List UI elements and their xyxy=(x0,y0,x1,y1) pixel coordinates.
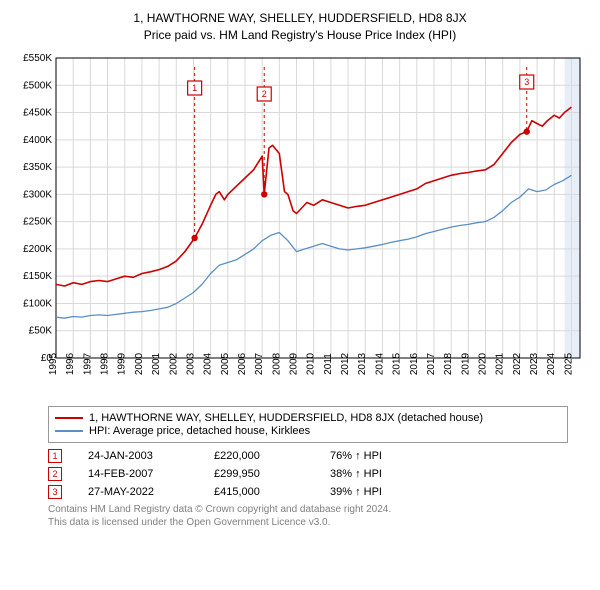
svg-text:2012: 2012 xyxy=(340,352,351,375)
chart: £0£50K£100K£150K£200K£250K£300K£350K£400… xyxy=(12,50,588,400)
svg-text:2014: 2014 xyxy=(374,352,385,375)
event-price: £299,950 xyxy=(214,468,304,480)
event-price: £415,000 xyxy=(214,486,304,498)
svg-text:2017: 2017 xyxy=(426,352,437,375)
title-block: 1, HAWTHORNE WAY, SHELLEY, HUDDERSFIELD,… xyxy=(12,10,588,44)
svg-text:2: 2 xyxy=(262,88,267,98)
svg-text:1997: 1997 xyxy=(82,352,93,375)
svg-text:£350K: £350K xyxy=(23,162,52,173)
svg-text:2018: 2018 xyxy=(443,352,454,375)
svg-text:2010: 2010 xyxy=(306,352,317,375)
legend: 1, HAWTHORNE WAY, SHELLEY, HUDDERSFIELD,… xyxy=(48,406,568,443)
title-subtitle: Price paid vs. HM Land Registry's House … xyxy=(12,27,588,44)
footer-line-2: This data is licensed under the Open Gov… xyxy=(48,516,588,530)
svg-text:£400K: £400K xyxy=(23,134,52,145)
svg-text:2005: 2005 xyxy=(220,352,231,375)
event-date: 14-FEB-2007 xyxy=(88,468,188,480)
svg-text:2006: 2006 xyxy=(237,352,248,375)
chart-container: 1, HAWTHORNE WAY, SHELLEY, HUDDERSFIELD,… xyxy=(0,0,600,538)
svg-text:£550K: £550K xyxy=(23,53,52,64)
svg-text:1999: 1999 xyxy=(117,352,128,375)
svg-text:2001: 2001 xyxy=(151,352,162,375)
svg-text:£100K: £100K xyxy=(23,298,52,309)
svg-text:2002: 2002 xyxy=(168,352,179,375)
svg-text:£500K: £500K xyxy=(23,80,52,91)
event-date: 24-JAN-2003 xyxy=(88,450,188,462)
event-row: 1 24-JAN-2003 £220,000 76% ↑ HPI xyxy=(48,449,588,463)
legend-label: HPI: Average price, detached house, Kirk… xyxy=(89,425,310,437)
svg-text:2004: 2004 xyxy=(203,352,214,375)
svg-text:2011: 2011 xyxy=(323,352,334,374)
svg-text:1: 1 xyxy=(192,82,197,92)
svg-text:2015: 2015 xyxy=(392,352,403,375)
svg-text:2007: 2007 xyxy=(254,352,265,375)
legend-label: 1, HAWTHORNE WAY, SHELLEY, HUDDERSFIELD,… xyxy=(89,412,483,424)
svg-text:£250K: £250K xyxy=(23,216,52,227)
footer: Contains HM Land Registry data © Crown c… xyxy=(48,503,588,530)
chart-svg: £0£50K£100K£150K£200K£250K£300K£350K£400… xyxy=(12,50,588,400)
svg-text:£50K: £50K xyxy=(29,325,53,336)
svg-text:2008: 2008 xyxy=(271,352,282,375)
svg-text:2023: 2023 xyxy=(529,352,540,375)
events-table: 1 24-JAN-2003 £220,000 76% ↑ HPI 2 14-FEB-200… xyxy=(48,449,588,499)
svg-text:2022: 2022 xyxy=(512,352,523,375)
svg-text:1998: 1998 xyxy=(100,352,111,375)
event-marker-box: 2 xyxy=(48,467,62,481)
svg-text:£200K: £200K xyxy=(23,244,52,255)
event-price: £220,000 xyxy=(214,450,304,462)
svg-text:2021: 2021 xyxy=(495,352,506,375)
svg-text:2013: 2013 xyxy=(357,352,368,375)
svg-text:2009: 2009 xyxy=(289,352,300,375)
svg-text:£300K: £300K xyxy=(23,189,52,200)
footer-line-1: Contains HM Land Registry data © Crown c… xyxy=(48,503,588,517)
svg-text:2020: 2020 xyxy=(478,352,489,375)
svg-text:2019: 2019 xyxy=(460,352,471,375)
svg-text:£450K: £450K xyxy=(23,107,52,118)
svg-text:2000: 2000 xyxy=(134,352,145,375)
legend-row: HPI: Average price, detached house, Kirk… xyxy=(55,425,561,437)
svg-text:3: 3 xyxy=(524,76,529,86)
legend-swatch xyxy=(55,417,83,419)
event-hpi: 76% ↑ HPI xyxy=(330,450,382,462)
svg-text:1996: 1996 xyxy=(65,352,76,375)
svg-text:2025: 2025 xyxy=(563,352,574,375)
legend-swatch xyxy=(55,430,83,432)
event-marker-box: 3 xyxy=(48,485,62,499)
event-marker-box: 1 xyxy=(48,449,62,463)
svg-text:2016: 2016 xyxy=(409,352,420,375)
event-hpi: 39% ↑ HPI xyxy=(330,486,382,498)
svg-text:2003: 2003 xyxy=(185,352,196,375)
title-address: 1, HAWTHORNE WAY, SHELLEY, HUDDERSFIELD,… xyxy=(12,10,588,27)
event-date: 27-MAY-2022 xyxy=(88,486,188,498)
svg-text:2024: 2024 xyxy=(546,352,557,375)
event-row: 3 27-MAY-2022 £415,000 39% ↑ HPI xyxy=(48,485,588,499)
svg-text:£150K: £150K xyxy=(23,271,52,282)
legend-row: 1, HAWTHORNE WAY, SHELLEY, HUDDERSFIELD,… xyxy=(55,412,561,424)
svg-text:1995: 1995 xyxy=(48,352,59,375)
event-hpi: 38% ↑ HPI xyxy=(330,468,382,480)
event-row: 2 14-FEB-2007 £299,950 38% ↑ HPI xyxy=(48,467,588,481)
